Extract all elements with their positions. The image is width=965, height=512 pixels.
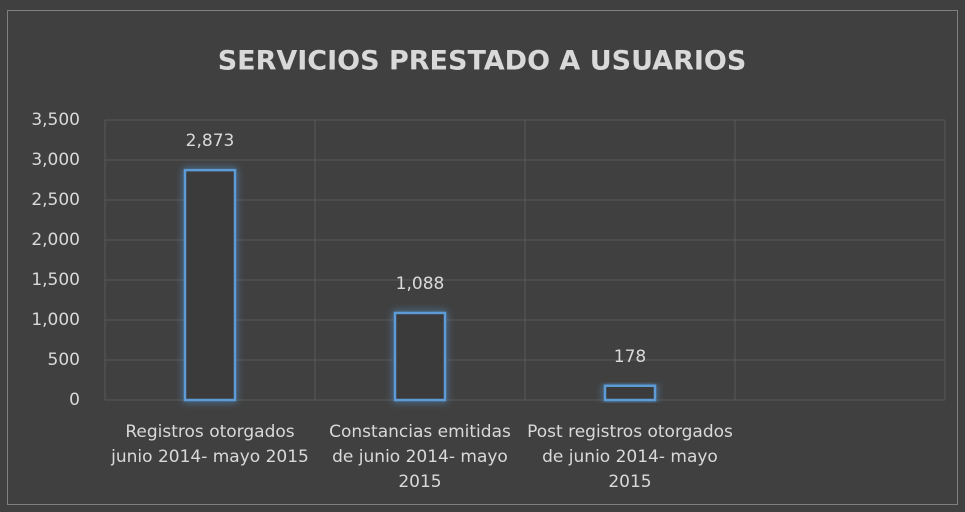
bar <box>393 311 447 402</box>
data-label: 1,088 <box>396 274 445 294</box>
y-tick-label: 2,000 <box>31 230 80 250</box>
chart-title: SERVICIOS PRESTADO A USUARIOS <box>218 46 747 77</box>
data-label: 178 <box>614 347 646 367</box>
y-tick-label: 3,500 <box>31 110 80 130</box>
y-tick-label: 3,000 <box>31 150 80 170</box>
bar <box>603 384 657 402</box>
y-tick-label: 2,500 <box>31 190 80 210</box>
x-tick-label: Post registros otorgados de junio 2014- … <box>527 422 733 492</box>
y-tick-label: 1,000 <box>31 310 80 330</box>
y-tick-label: 1,500 <box>31 270 80 290</box>
frame <box>7 10 958 505</box>
y-tick-label: 0 <box>69 390 80 410</box>
data-label: 2,873 <box>186 131 235 151</box>
x-tick-label: Constancias emitidas de junio 2014- mayo… <box>329 422 511 492</box>
bar <box>183 168 237 402</box>
y-tick-label: 500 <box>48 350 80 370</box>
x-tick-label: Registros otorgados junio 2014- mayo 201… <box>111 422 309 467</box>
